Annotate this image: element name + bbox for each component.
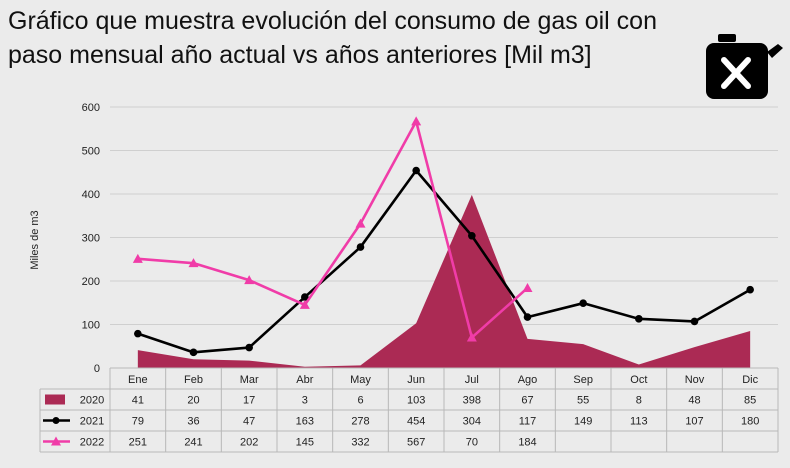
point-2021: [245, 343, 253, 352]
table-cell: 20: [187, 395, 199, 407]
legend-marker-2022: [51, 436, 61, 446]
table-cell: 47: [243, 416, 255, 428]
x-tick-label: Nov: [685, 374, 705, 386]
table-cell: 8: [636, 395, 642, 407]
table-cell: 184: [518, 437, 536, 449]
y-axis-ticks: 0 100 200 300 400 500 600: [82, 102, 100, 375]
table-cell: 163: [296, 416, 314, 428]
table-cell: 113: [630, 416, 648, 428]
table-cell: 70: [466, 437, 478, 449]
point-2021: [690, 317, 699, 326]
table-cell: 107: [685, 416, 703, 428]
table-cell: 145: [296, 437, 314, 449]
y-tick-label: 100: [82, 320, 100, 332]
legend-marker-2021: [52, 417, 60, 424]
point-2022: [522, 282, 533, 292]
point-2022: [299, 299, 310, 309]
table-cell: 36: [187, 416, 199, 428]
table-cell: 55: [577, 395, 589, 407]
legend-key-2020: [45, 394, 65, 405]
chart-title: Gráfico que muestra evolución del consum…: [8, 7, 657, 69]
table-cell: 398: [463, 395, 481, 407]
data-table: Ene Feb Mar Abr May Jun Jul Ago Sep Oct Nov Dic2020…: [39, 367, 779, 453]
line-2021: [137, 169, 751, 354]
table-cell: 454: [407, 416, 425, 428]
point-2021: [356, 243, 365, 251]
x-tick-label: Jul: [465, 374, 479, 386]
y-tick-label: 400: [82, 189, 100, 201]
point-2021: [301, 293, 309, 301]
x-tick-label: Oct: [630, 374, 647, 386]
x-tick-label: Feb: [184, 374, 203, 386]
legend-label-2022: 2022: [80, 437, 104, 449]
table-cell: 17: [243, 395, 255, 407]
x-tick-label: Mar: [240, 374, 259, 386]
legend-label-2020: 2020: [80, 395, 104, 407]
table-cell: 117: [519, 416, 537, 428]
y-axis-label: Miles de m3: [29, 210, 41, 269]
point-2021: [412, 166, 420, 175]
point-2022: [355, 218, 366, 228]
area-2020: [137, 194, 751, 368]
series-2022: [132, 116, 533, 342]
table-cell: 48: [688, 395, 700, 407]
table-cell: 41: [132, 395, 144, 407]
point-2022: [466, 332, 477, 342]
point-2022: [132, 253, 143, 263]
point-2021: [746, 285, 754, 294]
point-2021: [134, 329, 142, 338]
x-tick-label: Ago: [518, 374, 538, 386]
x-tick-label: Dic: [742, 374, 758, 386]
table-cell: 3: [302, 395, 308, 407]
table-cell: 67: [521, 395, 533, 407]
table-cell: 85: [744, 395, 756, 407]
table-cell: 202: [240, 437, 258, 449]
point-2021: [635, 315, 643, 323]
y-tick-label: 200: [82, 276, 100, 288]
table-cell: 567: [407, 437, 425, 449]
table-cell: 103: [407, 395, 425, 407]
point-2022: [244, 275, 255, 285]
x-tick-label: Jun: [407, 374, 425, 386]
y-tick-label: 500: [82, 146, 100, 158]
table-cell: 251: [129, 437, 147, 449]
y-tick-label: 300: [82, 233, 100, 245]
table-cell: 180: [741, 416, 759, 428]
point-2022: [188, 258, 199, 268]
point-2021: [523, 313, 532, 321]
table-cell: 332: [351, 437, 369, 449]
legend-label-2021: 2021: [80, 416, 104, 428]
point-2022: [411, 116, 422, 126]
point-2021: [579, 299, 587, 307]
series-2021: [134, 166, 754, 357]
fuel-can-icon: [706, 34, 783, 99]
point-2021: [468, 231, 476, 240]
table-cell: 79: [132, 416, 144, 428]
y-tick-label: 600: [82, 102, 100, 114]
x-tick-label: Abr: [296, 374, 313, 386]
line-2022: [137, 120, 529, 339]
table-cell: 241: [184, 437, 202, 449]
x-tick-label: May: [350, 374, 371, 386]
table-cell: 149: [574, 416, 592, 428]
series-2020-area: [137, 194, 751, 368]
x-tick-label: Ene: [128, 374, 148, 386]
x-tick-label: Sep: [573, 374, 593, 386]
table-cell: 304: [463, 416, 481, 428]
y-tick-label: 0: [94, 363, 100, 375]
point-2021: [189, 348, 198, 357]
table-cell: 278: [351, 416, 369, 428]
table-cell: 6: [357, 395, 363, 407]
